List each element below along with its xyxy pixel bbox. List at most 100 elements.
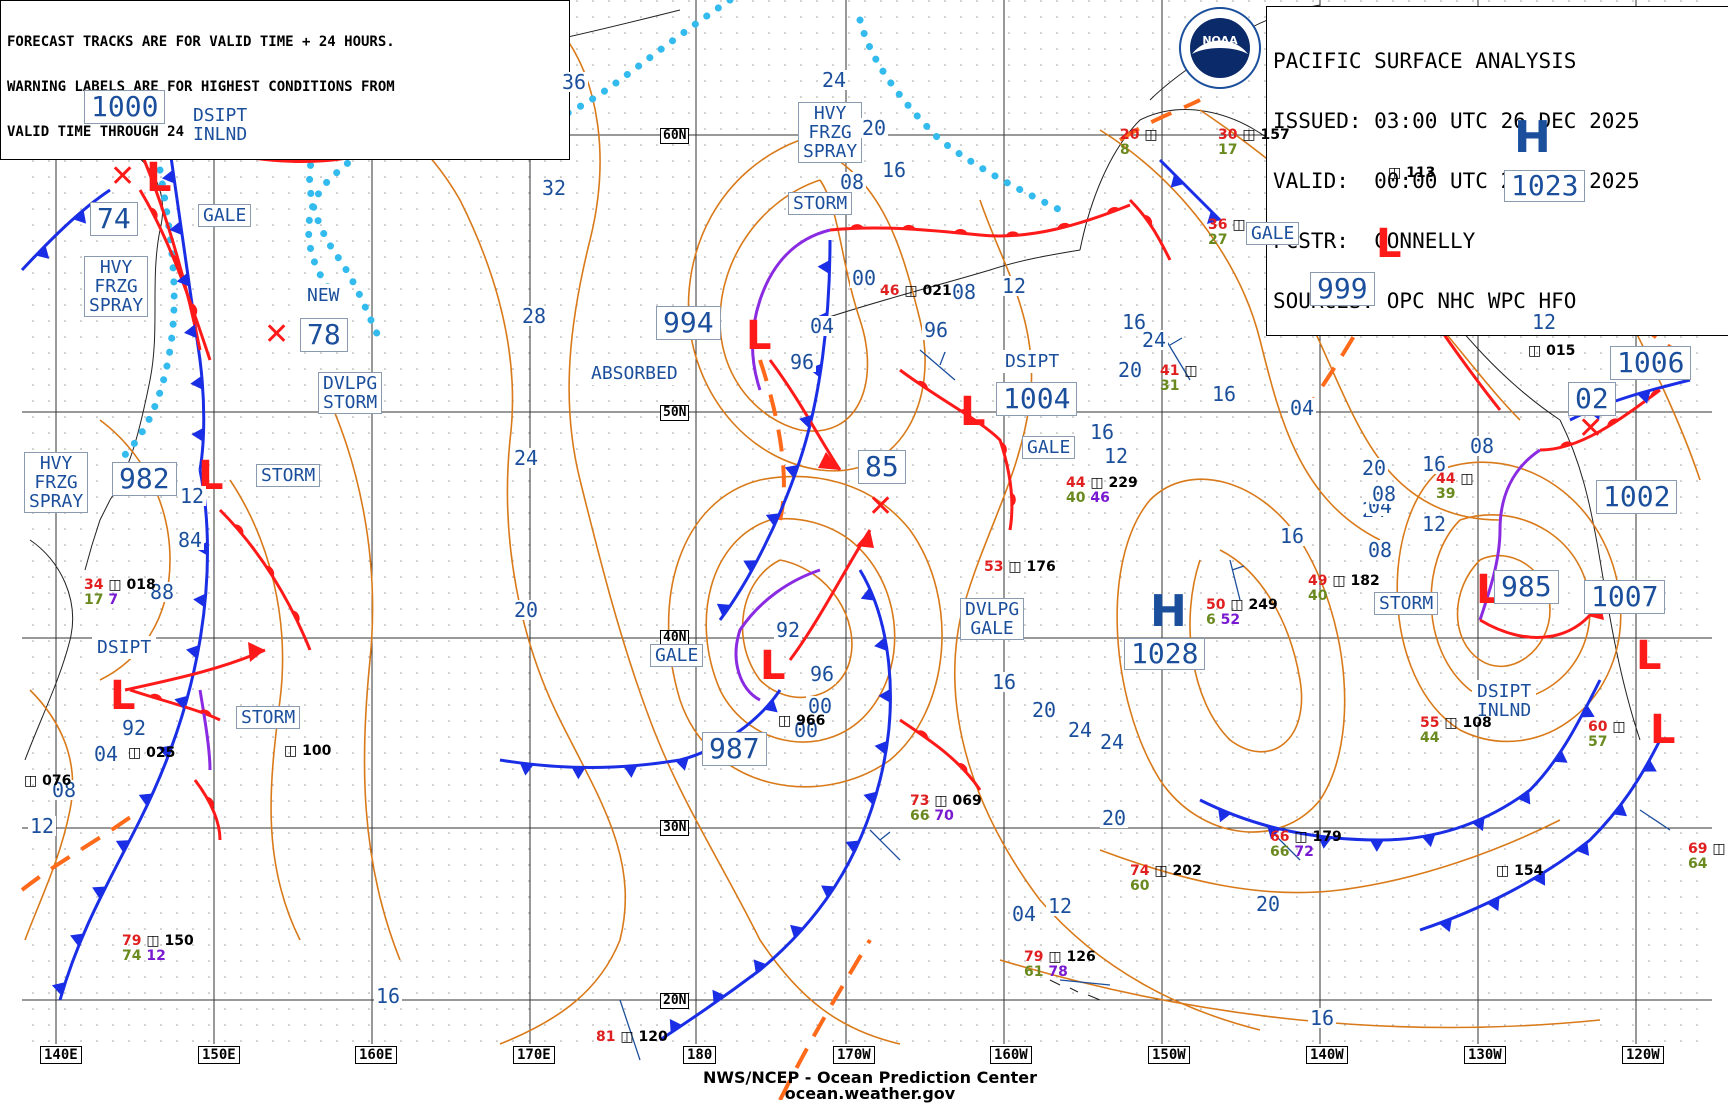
isobar-label: 96 xyxy=(808,662,837,686)
forecast-note-box: FORECAST TRACKS ARE FOR VALID TIME + 24 … xyxy=(0,0,570,160)
ice-edge-2 xyxy=(305,116,424,294)
isobar-label: 08 xyxy=(50,778,79,802)
occluded-front-kuril xyxy=(198,689,212,771)
station-dewpoint: 31 xyxy=(1160,378,1180,394)
isobar-label: 88 xyxy=(148,580,177,604)
warm-front-semicircle xyxy=(1559,441,1574,448)
low-pressure-value: 1004 xyxy=(996,382,1078,416)
low-pressure-value: 985 xyxy=(1494,570,1559,604)
station-plot: 60 ◫ 57 xyxy=(1588,720,1626,750)
station-temp: 79 xyxy=(122,933,147,949)
cold-front-triangle xyxy=(519,762,534,776)
station-square-icon: ◫ xyxy=(1460,471,1474,487)
isobar-label: 12 xyxy=(1000,274,1029,298)
isobar-label: 20 xyxy=(1254,892,1283,916)
isobar-label: 24 xyxy=(1066,718,1095,742)
forecast-note-line: VALID TIME THROUGH 24 HOURS. xyxy=(7,124,244,140)
cold-front-triangle xyxy=(860,587,875,601)
cold-front-triangle xyxy=(176,272,190,287)
dashed-trough-1 xyxy=(20,808,142,892)
station-plot: ◫ 015 xyxy=(1528,344,1575,359)
station-pressure: 015 xyxy=(1541,343,1576,359)
cold-front-triangle xyxy=(35,245,50,259)
cold-front-triangle xyxy=(191,427,204,442)
cold-front-triangle xyxy=(1267,825,1281,840)
forecaster: FCSTR: CONNELLY xyxy=(1273,229,1476,253)
japan-coast xyxy=(24,539,74,761)
cold-front-triangle xyxy=(186,645,200,659)
forecast-position-x: ✕ xyxy=(1578,411,1604,446)
station-square-icon: ◫ xyxy=(128,745,142,761)
station-square-icon: ◫ xyxy=(1242,127,1256,143)
cold-front-triangle xyxy=(1637,390,1651,404)
warm-front-semicircle xyxy=(198,709,212,717)
warm-front-semicircle xyxy=(233,524,244,536)
forecast-position-x: ✕ xyxy=(264,317,290,352)
isobar-label: 16 xyxy=(374,984,403,1008)
high-center-symbol: H xyxy=(1514,112,1551,163)
warm-front-semicircle xyxy=(171,254,180,268)
cold-front-triangle xyxy=(193,593,206,608)
cold-front-triangle xyxy=(70,933,84,947)
cold-front-triangle xyxy=(790,924,804,939)
isobar-label: 00 xyxy=(792,718,821,742)
wind-barb xyxy=(1059,979,1111,986)
station-square-icon: ◫ xyxy=(1712,841,1726,857)
warning-label-gale: GALE xyxy=(650,644,704,667)
warning-label-storm: STORM xyxy=(1374,592,1439,615)
isobar-label: 12 xyxy=(1530,310,1559,334)
cold-front-triangle xyxy=(817,259,830,274)
isobar-label: 20 xyxy=(1100,806,1129,830)
low-pressure-value: 987 xyxy=(702,732,767,766)
isobar-path xyxy=(719,179,869,432)
isobar-label: 20 xyxy=(1116,358,1145,382)
station-square-icon: ◫ xyxy=(904,283,918,299)
lon-label-140e: 140E xyxy=(40,1046,82,1064)
warm-front-gulf xyxy=(1128,198,1172,261)
isobar-label: 12 xyxy=(1046,894,1075,918)
warm-front-semicircle xyxy=(206,796,214,809)
cold-front-triangle xyxy=(1517,790,1531,805)
cold-front-triangle xyxy=(675,757,689,771)
warning-label-dvlpg-storm: DVLPG STORM xyxy=(318,372,383,414)
isobar-label: 08 xyxy=(950,280,979,304)
isobar-label: 92 xyxy=(120,716,149,740)
warning-label-new: NEW xyxy=(302,284,345,307)
warm-front-semicircle xyxy=(1607,418,1620,427)
lat-label-50n: 50N xyxy=(660,405,690,421)
lon-label-140w: 140W xyxy=(1306,1046,1348,1064)
warm-front-semicircle xyxy=(959,409,972,418)
low-center-symbol: L xyxy=(1650,707,1676,753)
station-plot: 74 ◫ 202 60 xyxy=(1130,864,1202,894)
cold-front-triangle xyxy=(784,464,799,479)
cold-front-triangle xyxy=(169,221,183,236)
warm-front-semicircle xyxy=(1143,214,1153,227)
cold-front-triangle xyxy=(1486,897,1500,912)
warm-front-semicircle xyxy=(953,228,968,234)
low-center-symbol: L xyxy=(960,389,986,435)
station-plot: 20 ◫ 8 xyxy=(1120,128,1158,158)
cold-front-triangle xyxy=(1613,803,1628,817)
isobar-path xyxy=(687,139,926,472)
occluded-front-east xyxy=(1478,448,1541,621)
isobar-label: 96 xyxy=(788,350,817,374)
cold-front-triangle xyxy=(161,169,175,184)
warning-label-gale: GALE xyxy=(1246,222,1300,245)
cold-front-triangle xyxy=(1532,871,1546,886)
cold-front-triangle xyxy=(874,637,888,652)
station-temp: 44 xyxy=(1066,475,1091,491)
station-plot: 30 ◫ 157 17 xyxy=(1218,128,1290,158)
station-square-icon: ◫ xyxy=(1444,715,1458,731)
station-plot: 44 ◫ 229 40 46 xyxy=(1066,476,1138,506)
cold-front-triangle xyxy=(1553,750,1568,763)
station-dewpoint: 60 xyxy=(1130,878,1150,894)
cold-front-triangle xyxy=(716,603,731,617)
station-plot: ◫ 100 xyxy=(284,744,331,759)
wind-barb xyxy=(1269,829,1301,861)
warning-label-hvy-frzg-spray: HVY FRZG SPRAY xyxy=(798,102,863,163)
lon-label-150w: 150W xyxy=(1148,1046,1190,1064)
station-temp: 81 xyxy=(596,1029,621,1045)
hawaii-islands xyxy=(1049,979,1101,1001)
warm-front-semicircle xyxy=(901,224,916,230)
station-vis: 7 xyxy=(108,592,119,608)
